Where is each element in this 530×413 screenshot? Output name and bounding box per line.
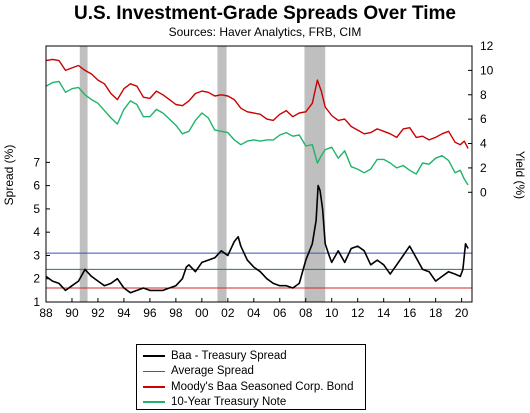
series-lines bbox=[45, 58, 469, 294]
x-tick-label: 00 bbox=[195, 306, 209, 320]
reference-lines bbox=[46, 252, 472, 289]
legend-swatch bbox=[143, 401, 165, 404]
y-tick-label-left: 3 bbox=[33, 248, 40, 262]
x-tick-label: 96 bbox=[143, 306, 157, 320]
y-tick-label-left: 6 bbox=[33, 179, 40, 193]
legend-item: Baa - Treasury Spread bbox=[143, 348, 359, 364]
y-tick-label-right: 12 bbox=[480, 39, 494, 53]
y-tick-label-left: 4 bbox=[33, 225, 40, 239]
legend-label: Baa - Treasury Spread bbox=[171, 349, 287, 362]
legend-swatch bbox=[143, 354, 165, 357]
x-tick-label: 06 bbox=[273, 306, 287, 320]
x-tick-label: 04 bbox=[247, 306, 261, 320]
y-tick-label-right: 4 bbox=[480, 137, 487, 151]
x-tick-label: 20 bbox=[455, 306, 469, 320]
x-tick-label: 90 bbox=[65, 306, 79, 320]
y-tick-label-left: 7 bbox=[33, 155, 40, 169]
legend-label: 10-Year Treasury Note bbox=[171, 396, 287, 409]
series-line bbox=[45, 58, 469, 149]
recession-bands bbox=[79, 46, 326, 302]
x-tick-label: 12 bbox=[351, 306, 365, 320]
y-axis-left-title: Spread (%) bbox=[2, 145, 16, 206]
y-axis-right: 0 2 4 6 8 10 12 bbox=[468, 39, 494, 199]
plot-frame bbox=[45, 45, 473, 303]
y-axis-right-title: Yield (%) bbox=[513, 151, 527, 199]
y-tick-label-left: 1 bbox=[33, 295, 40, 309]
legend-item: Moody's Baa Seasoned Corp. Bond bbox=[143, 379, 359, 395]
x-tick-label: 88 bbox=[39, 306, 53, 320]
x-tick-label: 98 bbox=[169, 306, 183, 320]
series-line bbox=[45, 184, 469, 294]
legend-item: 10-Year Treasury Note bbox=[143, 395, 359, 411]
recession-band bbox=[217, 46, 227, 302]
x-tick-label: 10 bbox=[325, 306, 339, 320]
chart-area: 88 90 92 94 96 98 00 02 04 06 08 10 12 14 16 18 20 12345… bbox=[2, 39, 527, 320]
legend-swatch bbox=[143, 370, 165, 372]
y-tick-label-right: 6 bbox=[480, 112, 487, 126]
x-tick-label: 14 bbox=[377, 306, 391, 320]
y-tick-label-left: 5 bbox=[33, 202, 40, 216]
x-tick-label: 94 bbox=[117, 306, 131, 320]
recession-band bbox=[79, 46, 88, 302]
chart-title: U.S. Investment-Grade Spreads Over Time bbox=[74, 3, 456, 24]
x-tick-label: 92 bbox=[91, 306, 105, 320]
x-tick-label: 16 bbox=[403, 306, 417, 320]
legend-label: Moody's Baa Seasoned Corp. Bond bbox=[171, 380, 354, 393]
y-tick-label-right: 2 bbox=[480, 161, 487, 175]
legend: Baa - Treasury Spread Average Spread Moo… bbox=[136, 344, 366, 410]
legend-swatch bbox=[143, 385, 165, 388]
x-tick-label: 02 bbox=[221, 306, 235, 320]
y-tick-label-right: 10 bbox=[480, 63, 494, 77]
y-tick-label-left: 2 bbox=[33, 272, 40, 286]
x-tick-label: 08 bbox=[299, 306, 313, 320]
y-tick-label-right: 8 bbox=[480, 88, 487, 102]
recession-band bbox=[304, 46, 326, 302]
x-tick-label: 18 bbox=[429, 306, 443, 320]
chart-subtitle: Sources: Haver Analytics, FRB, CIM bbox=[168, 25, 362, 39]
x-axis: 88 90 92 94 96 98 00 02 04 06 08 10 12 14 16 18 20 bbox=[39, 298, 469, 320]
legend-item: Average Spread bbox=[143, 364, 359, 380]
y-axis-left: 1 2 3 4 5 6 7 bbox=[33, 155, 50, 309]
y-tick-label-right: 0 bbox=[480, 185, 487, 199]
legend-label: Average Spread bbox=[171, 365, 254, 378]
series-line bbox=[45, 80, 469, 186]
